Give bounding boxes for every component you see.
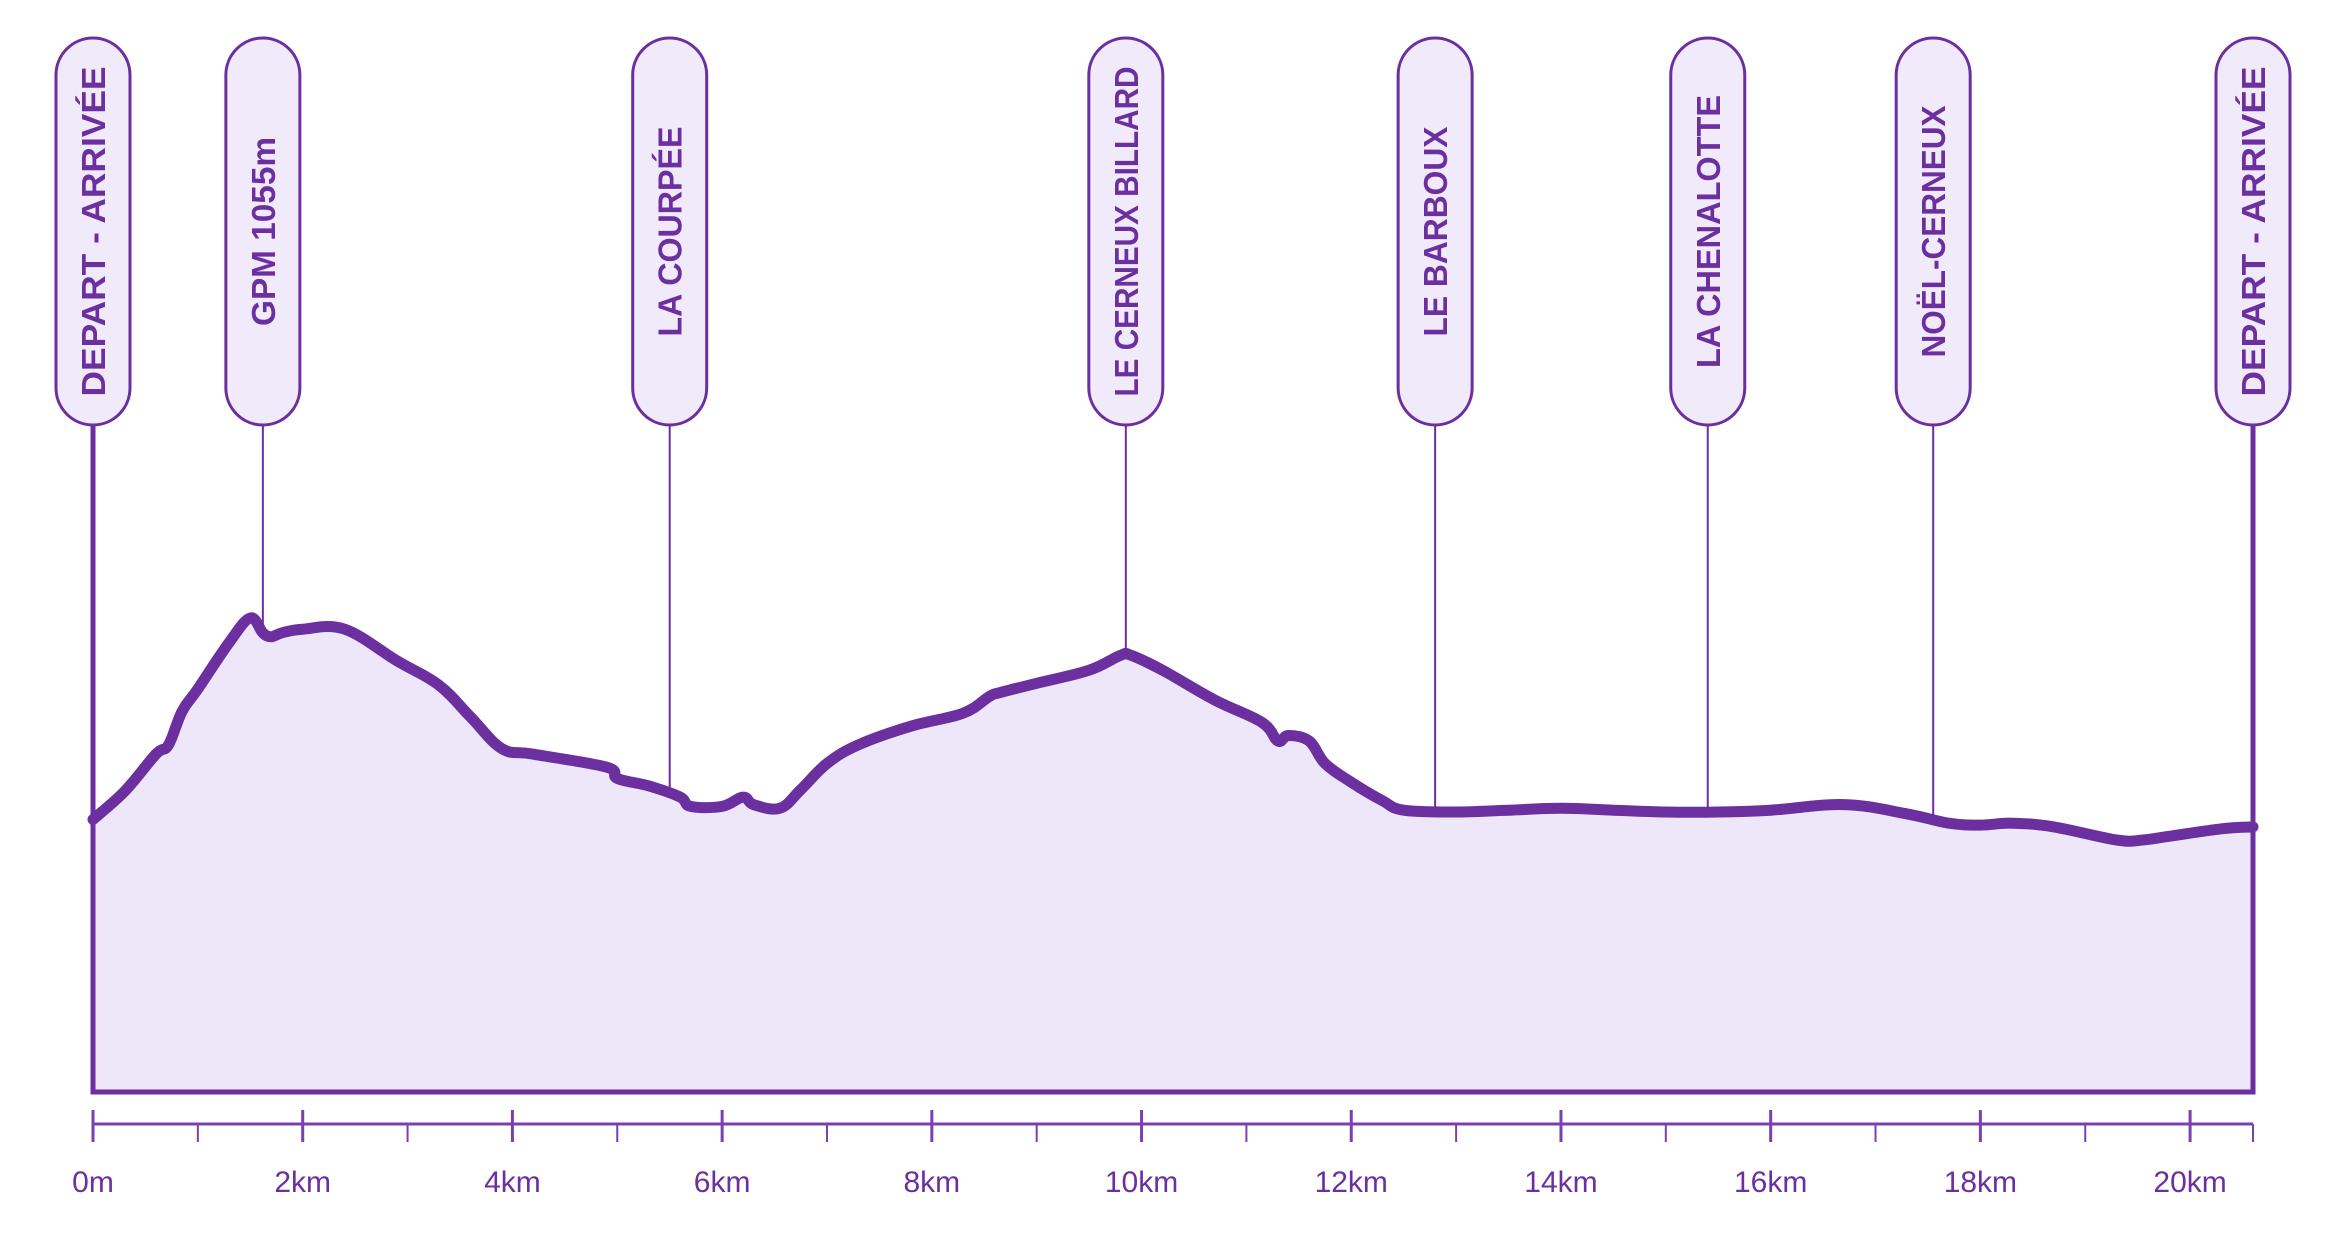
- profile-area-fill: [93, 617, 2253, 1092]
- x-tick-label: 14km: [1524, 1166, 1597, 1199]
- x-tick-label: 8km: [903, 1166, 960, 1199]
- waypoint-labels: DEPART - ARRIVÉE GPM 1055m LA COURPÉE LE CE…: [54, 36, 2292, 427]
- x-tick-label: 18km: [1944, 1166, 2017, 1199]
- waypoint-label: LA COURPÉE: [652, 127, 689, 337]
- waypoint-label: LA CHENALOTTE: [1690, 95, 1727, 368]
- waypoint-label: DEPART - ARRIVÉE: [2235, 67, 2272, 397]
- waypoint-pill: NOËL-CERNEUX: [1894, 36, 1972, 427]
- waypoint-label: DEPART - ARRIVÉE: [75, 67, 112, 397]
- waypoint-pill-shape: [1669, 36, 1747, 427]
- x-tick-label: 2km: [274, 1166, 331, 1199]
- waypoint-pill-shape: [224, 36, 302, 427]
- x-tick-label: 20km: [2153, 1166, 2226, 1199]
- waypoint-pill-shape: [1396, 36, 1474, 427]
- waypoint-pill-shape: [631, 36, 709, 427]
- waypoint-pill: LA COURPÉE: [631, 36, 709, 427]
- x-tick-label: 12km: [1315, 1166, 1388, 1199]
- x-tick-label: 4km: [484, 1166, 541, 1199]
- waypoint-pill: DEPART - ARRIVÉE: [54, 36, 132, 427]
- waypoint-label: LE BARBOUX: [1417, 127, 1454, 337]
- x-tick-label: 16km: [1734, 1166, 1807, 1199]
- waypoint-label: NOËL-CERNEUX: [1915, 106, 1952, 358]
- waypoint-label: LE CERNEUX BILLARD: [1108, 67, 1145, 397]
- profile-area-outline: [90, 819, 2256, 1095]
- waypoint-pill: LE CERNEUX BILLARD: [1087, 36, 1165, 427]
- waypoint-pill-shape: [1894, 36, 1972, 427]
- waypoint-pill-shape: [2214, 36, 2292, 427]
- x-axis: 0m 2km 4km 6km 8km 10km 12km 14km 16km 18km 20km: [72, 1110, 2254, 1199]
- elevation-profile-line: [87, 612, 2259, 847]
- waypoint-label: GPM 1055m: [245, 137, 282, 326]
- x-tick-label: 0m: [72, 1166, 114, 1199]
- x-tick-label: 6km: [694, 1166, 751, 1199]
- waypoint-pill-shape: [1087, 36, 1165, 427]
- waypoint-pill-shape: [54, 36, 132, 427]
- waypoint-pill: LE BARBOUX: [1396, 36, 1474, 427]
- waypoint-pill: DEPART - ARRIVÉE: [2214, 36, 2292, 427]
- x-tick-label: 10km: [1105, 1166, 1178, 1199]
- waypoint-pill: GPM 1055m: [224, 36, 302, 427]
- waypoint-pill: LA CHENALOTTE: [1669, 36, 1747, 427]
